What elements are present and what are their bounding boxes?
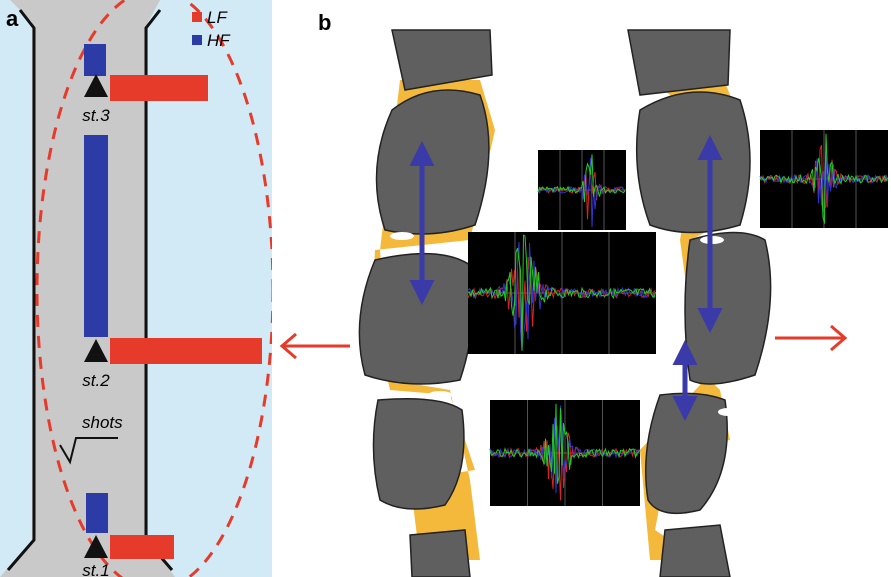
- station-label: st.1: [82, 561, 109, 577]
- panel-label: b: [318, 10, 331, 35]
- hf-bar: [86, 493, 108, 533]
- legend-label: LF: [207, 8, 228, 27]
- legend-swatch: [192, 12, 202, 22]
- legend-swatch: [192, 35, 202, 45]
- station-label: st.2: [82, 371, 110, 390]
- station-label: st.3: [82, 106, 110, 125]
- panel-a: LF HF st.3 st.2 shots st.1 a: [0, 0, 273, 577]
- panel-label: a: [6, 6, 19, 31]
- legend-label: HF: [207, 31, 231, 50]
- panel-b: b: [318, 10, 888, 577]
- hf-bar: [84, 44, 106, 76]
- figure: LF HF st.3 st.2 shots st.1 a b: [0, 0, 891, 577]
- shots-label: shots: [82, 413, 123, 432]
- lf-bar: [110, 535, 174, 559]
- lf-bar: [110, 75, 208, 101]
- hf-bar: [84, 135, 108, 337]
- lf-bar: [110, 338, 262, 364]
